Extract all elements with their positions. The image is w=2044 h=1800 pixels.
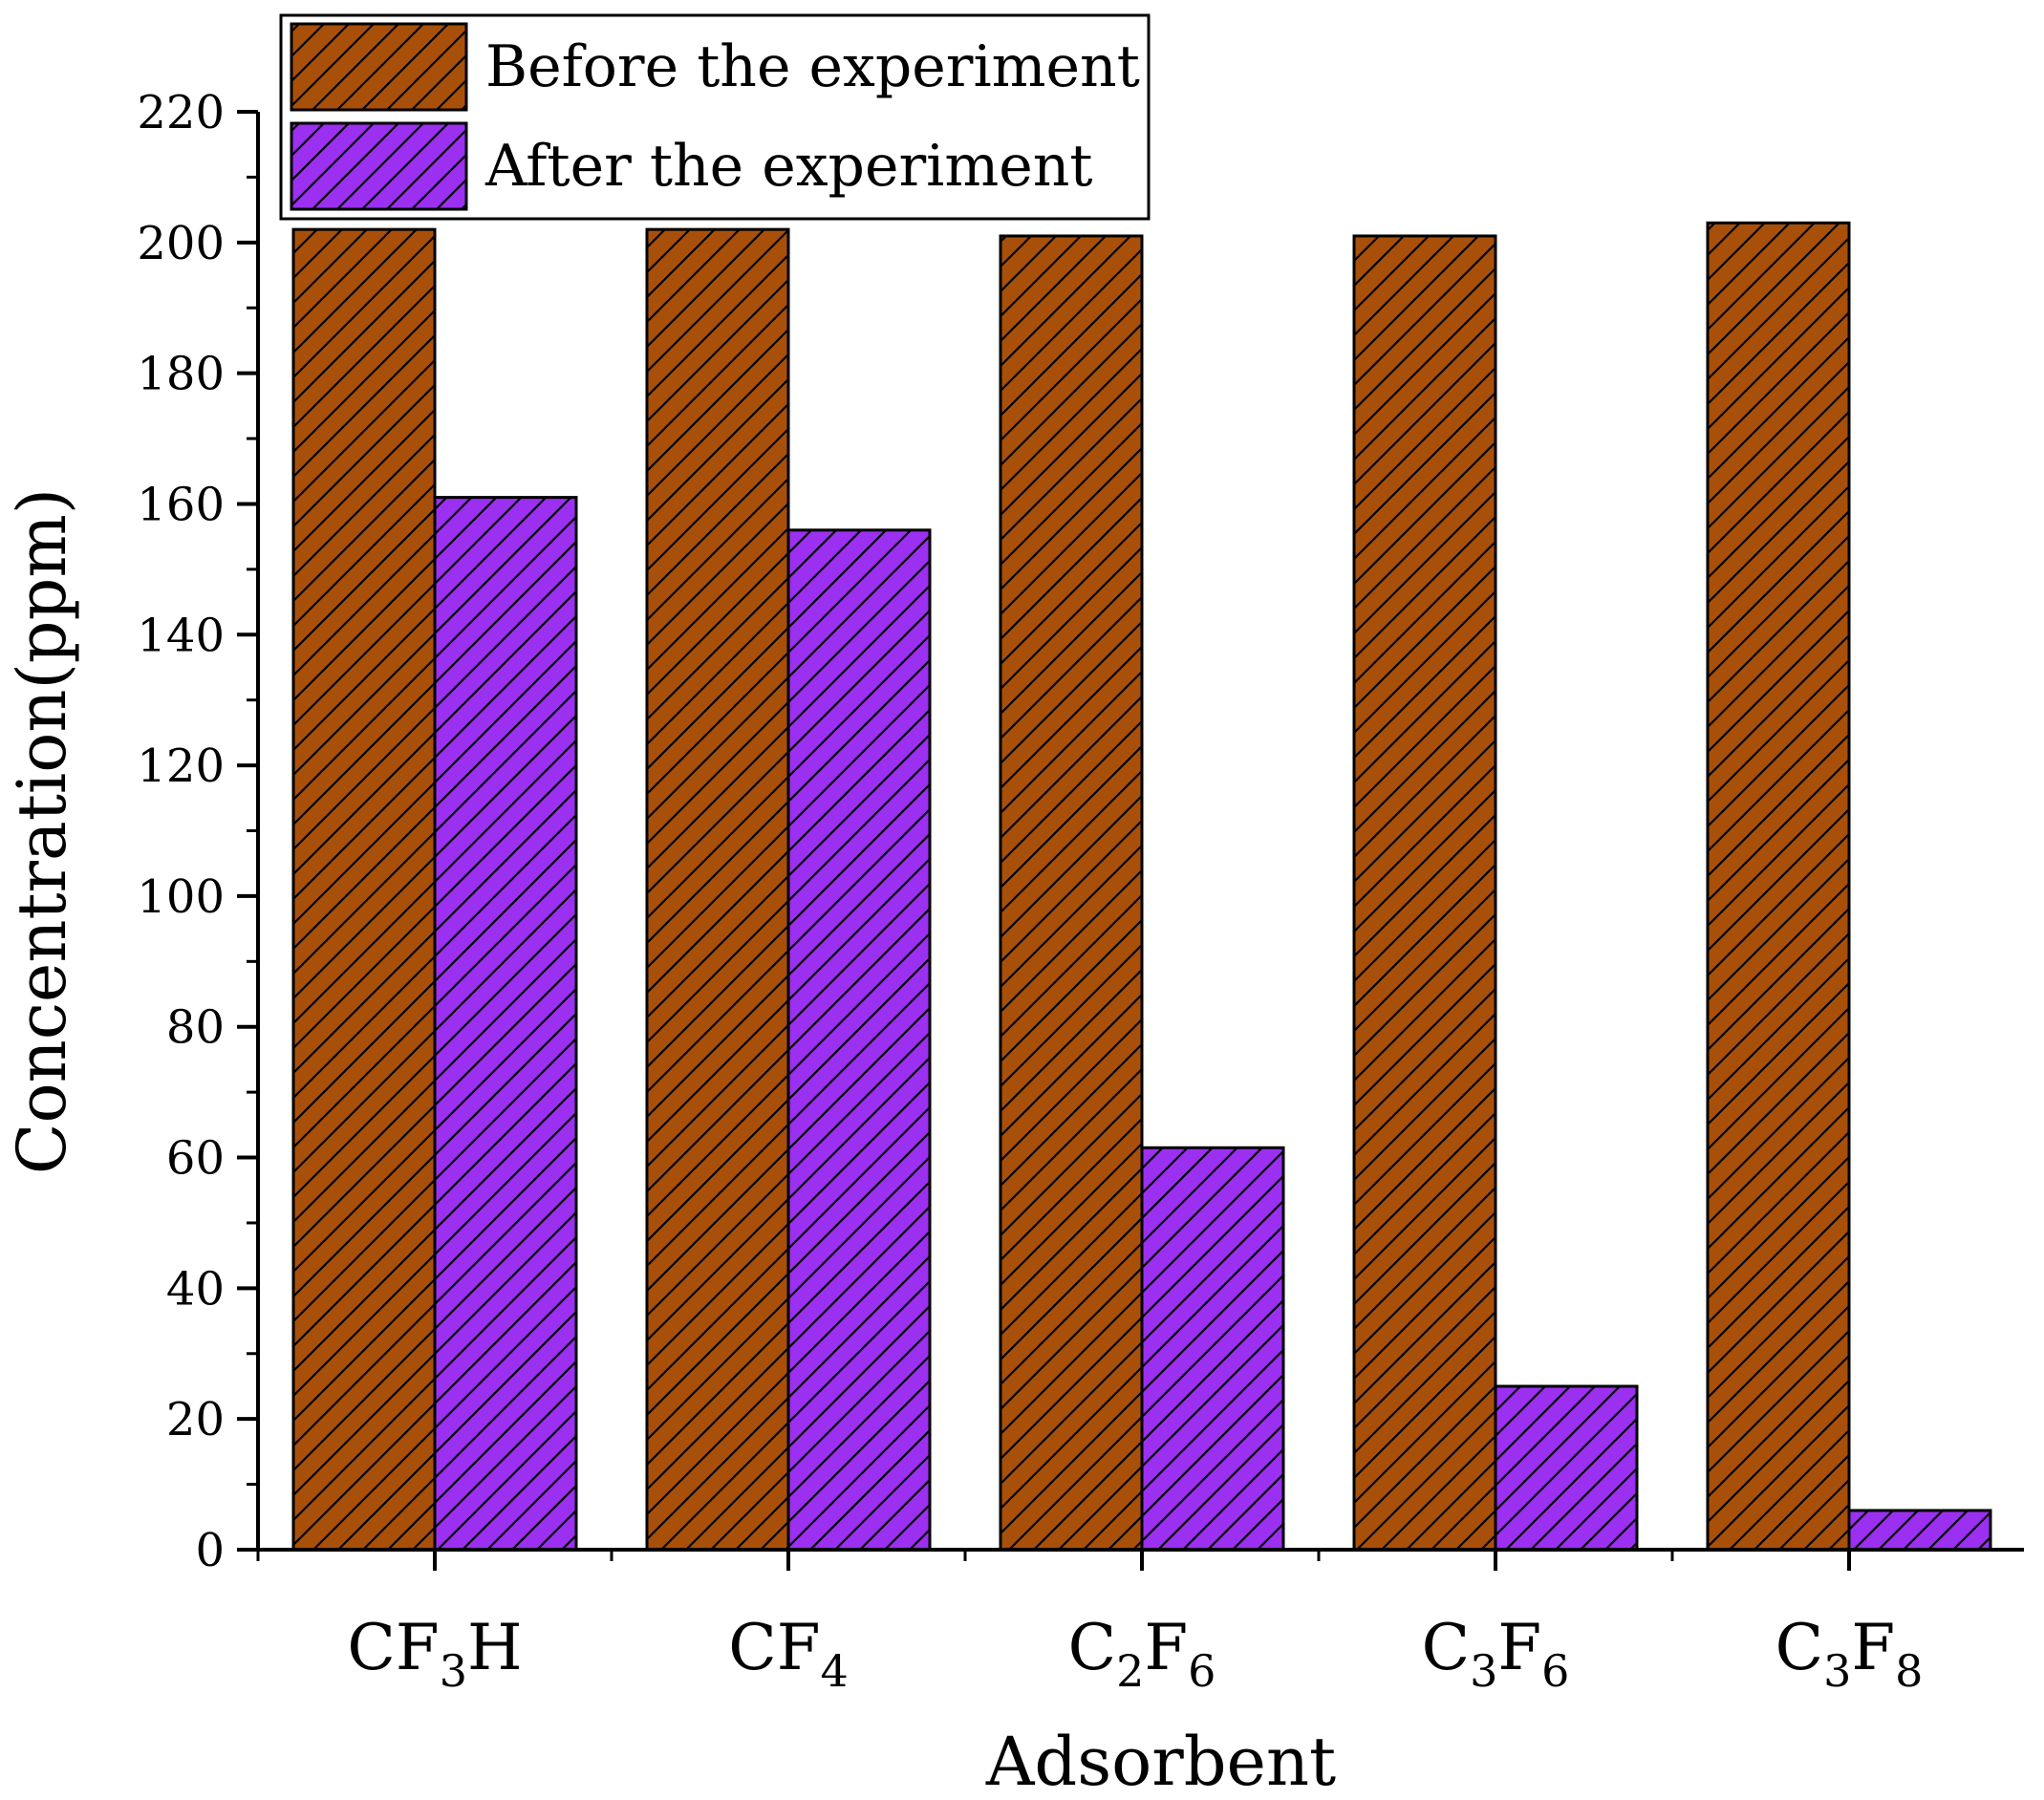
- y-tick-label: 60: [166, 1132, 225, 1186]
- bar-before-CF4: [645, 227, 790, 1552]
- y-tick-label: 80: [166, 1001, 225, 1055]
- legend-item: After the experiment: [290, 121, 1092, 211]
- legend-swatch-hatch: [290, 121, 468, 211]
- legend-swatch-hatch: [290, 22, 468, 112]
- x-tick-label: C2F6: [1068, 1611, 1216, 1697]
- bar-after-CF3H: [433, 496, 578, 1552]
- x-tick-label: CF4: [728, 1611, 849, 1697]
- y-tick-label: 20: [166, 1393, 225, 1446]
- bar-after-C3F6: [1494, 1384, 1639, 1552]
- bar-hatch: [1706, 221, 1851, 1552]
- bars-group: [291, 221, 1992, 1552]
- bar-before-C3F6: [1352, 234, 1497, 1552]
- bar-before-C2F6: [999, 234, 1144, 1552]
- bar-hatch: [645, 227, 790, 1552]
- y-tick-label: 140: [137, 609, 225, 662]
- legend-label: Before the experiment: [485, 33, 1140, 100]
- bar-before-C3F8: [1706, 221, 1851, 1552]
- bar-hatch: [1140, 1146, 1285, 1552]
- bar-before-CF3H: [291, 227, 437, 1552]
- bar-after-C3F8: [1847, 1509, 1992, 1552]
- y-tick-label: 180: [137, 348, 225, 401]
- legend: Before the experiment After the experimen…: [279, 13, 1151, 221]
- x-tick-label: CF3H: [347, 1611, 522, 1697]
- y-tick-label: 120: [137, 739, 225, 793]
- x-tick-label: C3F6: [1422, 1611, 1570, 1697]
- y-tick-label: 200: [137, 217, 225, 270]
- x-tick-label: C3F8: [1775, 1611, 1924, 1697]
- bar-hatch: [999, 234, 1144, 1552]
- bar-hatch: [433, 496, 578, 1552]
- bar-hatch: [786, 528, 932, 1552]
- bar-after-C2F6: [1140, 1146, 1285, 1552]
- x-axis-title: Adsorbent: [985, 1723, 1336, 1800]
- y-tick-label: 100: [137, 870, 225, 924]
- y-tick-label: 160: [137, 478, 225, 531]
- y-tick-label: 0: [195, 1524, 225, 1577]
- y-axis-title: Concentration(ppm): [3, 488, 81, 1174]
- y-tick-label: 40: [166, 1262, 225, 1316]
- bar-hatch: [1352, 234, 1497, 1552]
- bar-hatch: [1494, 1384, 1639, 1552]
- legend-item: Before the experiment: [290, 22, 1140, 112]
- bar-after-CF4: [786, 528, 932, 1552]
- legend-label: After the experiment: [484, 133, 1092, 200]
- bar-hatch: [291, 227, 437, 1552]
- y-tick-label: 220: [137, 86, 225, 139]
- axes-group: 0 20 40 60 80 100 120 140 160 180 200 220 CF3H CF4 C2F…: [137, 86, 2024, 1697]
- bar-hatch: [1847, 1509, 1992, 1552]
